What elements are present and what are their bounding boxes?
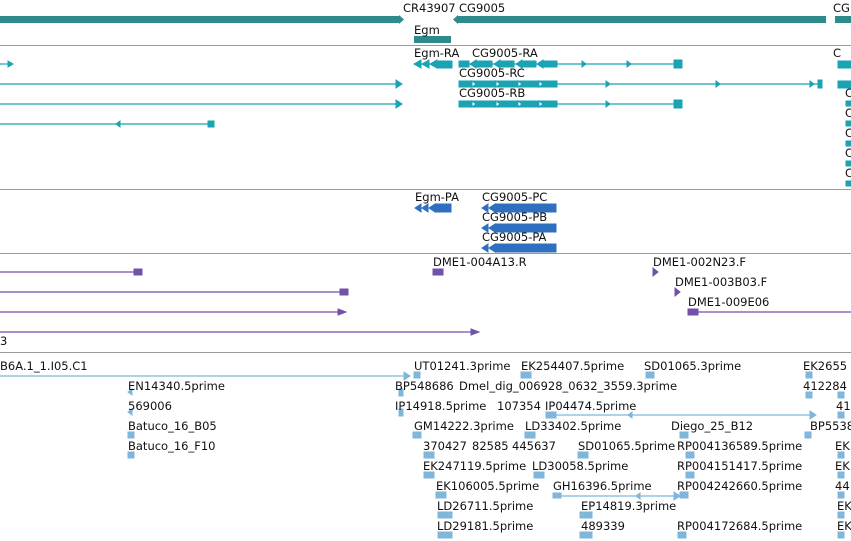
gene-label-CG9005[interactable]: CG9005 [459, 1, 506, 15]
est-label[interactable]: EK247119.5prime [423, 459, 527, 473]
gene-track [0, 15, 851, 43]
est-label[interactable]: 445637 [512, 439, 556, 453]
est-label[interactable]: EK2655 [803, 359, 848, 373]
est-label[interactable]: LD33402.5prime [525, 419, 622, 433]
est-label[interactable]: 82585 [472, 439, 509, 453]
transcript-CG9005-RB[interactable] [458, 99, 683, 109]
est-label[interactable]: Batuco_16_F10 [128, 439, 216, 453]
protein-CG9005-PC[interactable] [481, 203, 557, 213]
protein-track [414, 203, 557, 253]
est-label[interactable]: EK [835, 439, 850, 453]
gene-CR43907-end [399, 15, 404, 24]
transcript-label-CG9005-RA[interactable]: CG9005-RA [472, 46, 538, 60]
gene-CR43907[interactable] [0, 16, 399, 23]
est-label[interactable]: Batuco_16_B05 [128, 419, 217, 433]
est-track [0, 371, 845, 539]
transcript-label-partial[interactable]: C [845, 126, 851, 140]
est-label[interactable]: 107354 [497, 399, 541, 413]
transcript-CG9005-RA[interactable] [458, 59, 683, 69]
est-label[interactable]: BP5538 [810, 419, 851, 433]
est-label[interactable]: B6A.1_1.I05.C1 [0, 359, 88, 373]
clone-DME1-009E06[interactable] [687, 308, 851, 316]
est-label[interactable]: RP004242660.5prime [677, 479, 803, 493]
clone-label-DME1-003B03.F[interactable]: DME1-003B03.F [675, 275, 768, 289]
gene-Egm[interactable] [414, 36, 451, 43]
est-label[interactable]: Dmel_dig_006928_0632_3559.3prime [459, 379, 678, 393]
transcript-label-CG9005-RB[interactable]: CG9005-RB [459, 86, 526, 100]
transcript-label-partial[interactable]: C [845, 86, 851, 100]
est-label[interactable]: EN14340.5prime [128, 379, 225, 393]
est-label[interactable]: SD01065.3prime [644, 359, 742, 373]
gene-label-CR43907[interactable]: CR43907 [403, 1, 456, 15]
protein-label-Egm-PA[interactable]: Egm-PA [415, 190, 459, 204]
transcript-Egm-RA[interactable] [412, 59, 453, 69]
gene-CG9005[interactable] [458, 16, 826, 23]
transcript-label-CG9005-RC[interactable]: CG9005-RC [459, 66, 525, 80]
protein-label-CG9005-PA[interactable]: CG9005-PA [482, 230, 547, 244]
est-label[interactable]: EK254407.5prime [521, 359, 625, 373]
protein-Egm-PA[interactable] [414, 203, 452, 213]
est-label[interactable]: RP004136589.5prime [677, 439, 803, 453]
est-label[interactable]: Diego_25_B12 [671, 419, 754, 433]
transcript-label-partial[interactable]: C [833, 46, 842, 60]
est-label[interactable]: IP14918.5prime [395, 399, 487, 413]
clone-label-DME1-004A13.R[interactable]: DME1-004A13.R [433, 255, 527, 269]
transcript-label-partial[interactable]: C [845, 106, 851, 120]
est-label[interactable]: EK [837, 499, 851, 513]
protein-CG9005-PB[interactable] [481, 223, 557, 233]
est-label[interactable]: 489339 [581, 519, 625, 533]
est-label[interactable]: 569006 [128, 399, 172, 413]
clone-DME1-003B03.F[interactable] [674, 286, 681, 298]
transcript-track [0, 59, 851, 187]
gene-CG-partial[interactable] [835, 16, 851, 23]
clone-DME1-002N23.F[interactable] [652, 266, 659, 278]
protein-CG9005-PA[interactable] [481, 243, 557, 253]
est-label[interactable]: RP004172684.5prime [677, 519, 803, 533]
est-label[interactable]: 41 [836, 399, 851, 413]
est-label[interactable]: RP004151417.5prime [677, 459, 803, 473]
est-label[interactable]: BP548686 [395, 379, 454, 393]
clone-DME1-004A13.R[interactable] [432, 268, 444, 276]
protein-label-CG9005-PB[interactable]: CG9005-PB [482, 210, 548, 224]
gene-CG9005-start [453, 15, 458, 24]
est-label[interactable]: GM14222.3prime [414, 419, 514, 433]
clone-track [0, 266, 851, 336]
est-label[interactable]: GH16396.5prime [553, 479, 652, 493]
est-label[interactable]: 44 [835, 479, 850, 493]
clone-label-partial[interactable]: 3 [0, 334, 8, 348]
clone-label-DME1-002N23.F[interactable]: DME1-002N23.F [653, 255, 746, 269]
est-label[interactable]: EP14819.3prime [581, 499, 677, 513]
gene-label-CG-partial[interactable]: CG [833, 1, 850, 15]
est-label[interactable]: SD01065.5prime [578, 439, 676, 453]
est-label[interactable]: EK [837, 519, 851, 533]
est-label[interactable]: 370427 [423, 439, 467, 453]
est-label[interactable]: IP04474.5prime [545, 399, 637, 413]
clone-label-DME1-009E06[interactable]: DME1-009E06 [688, 295, 770, 309]
transcript-label-partial[interactable]: C [845, 146, 851, 160]
est-label[interactable]: LD26711.5prime [437, 499, 534, 513]
est-label[interactable]: LD29181.5prime [437, 519, 534, 533]
gene-label-Egm[interactable]: Egm [414, 23, 440, 37]
est-label[interactable]: 412284 [803, 379, 847, 393]
est-label[interactable]: EK [835, 459, 850, 473]
protein-label-CG9005-PC[interactable]: CG9005-PC [482, 190, 548, 204]
transcript-label-Egm-RA[interactable]: Egm-RA [414, 46, 460, 60]
transcript-label-partial[interactable]: C [845, 166, 851, 180]
est-label[interactable]: EK106005.5prime [436, 479, 540, 493]
est-label[interactable]: LD30058.5prime [532, 459, 629, 473]
transcript-CG9005-RC[interactable] [458, 79, 823, 89]
est-label[interactable]: UT01241.3prime [414, 359, 511, 373]
